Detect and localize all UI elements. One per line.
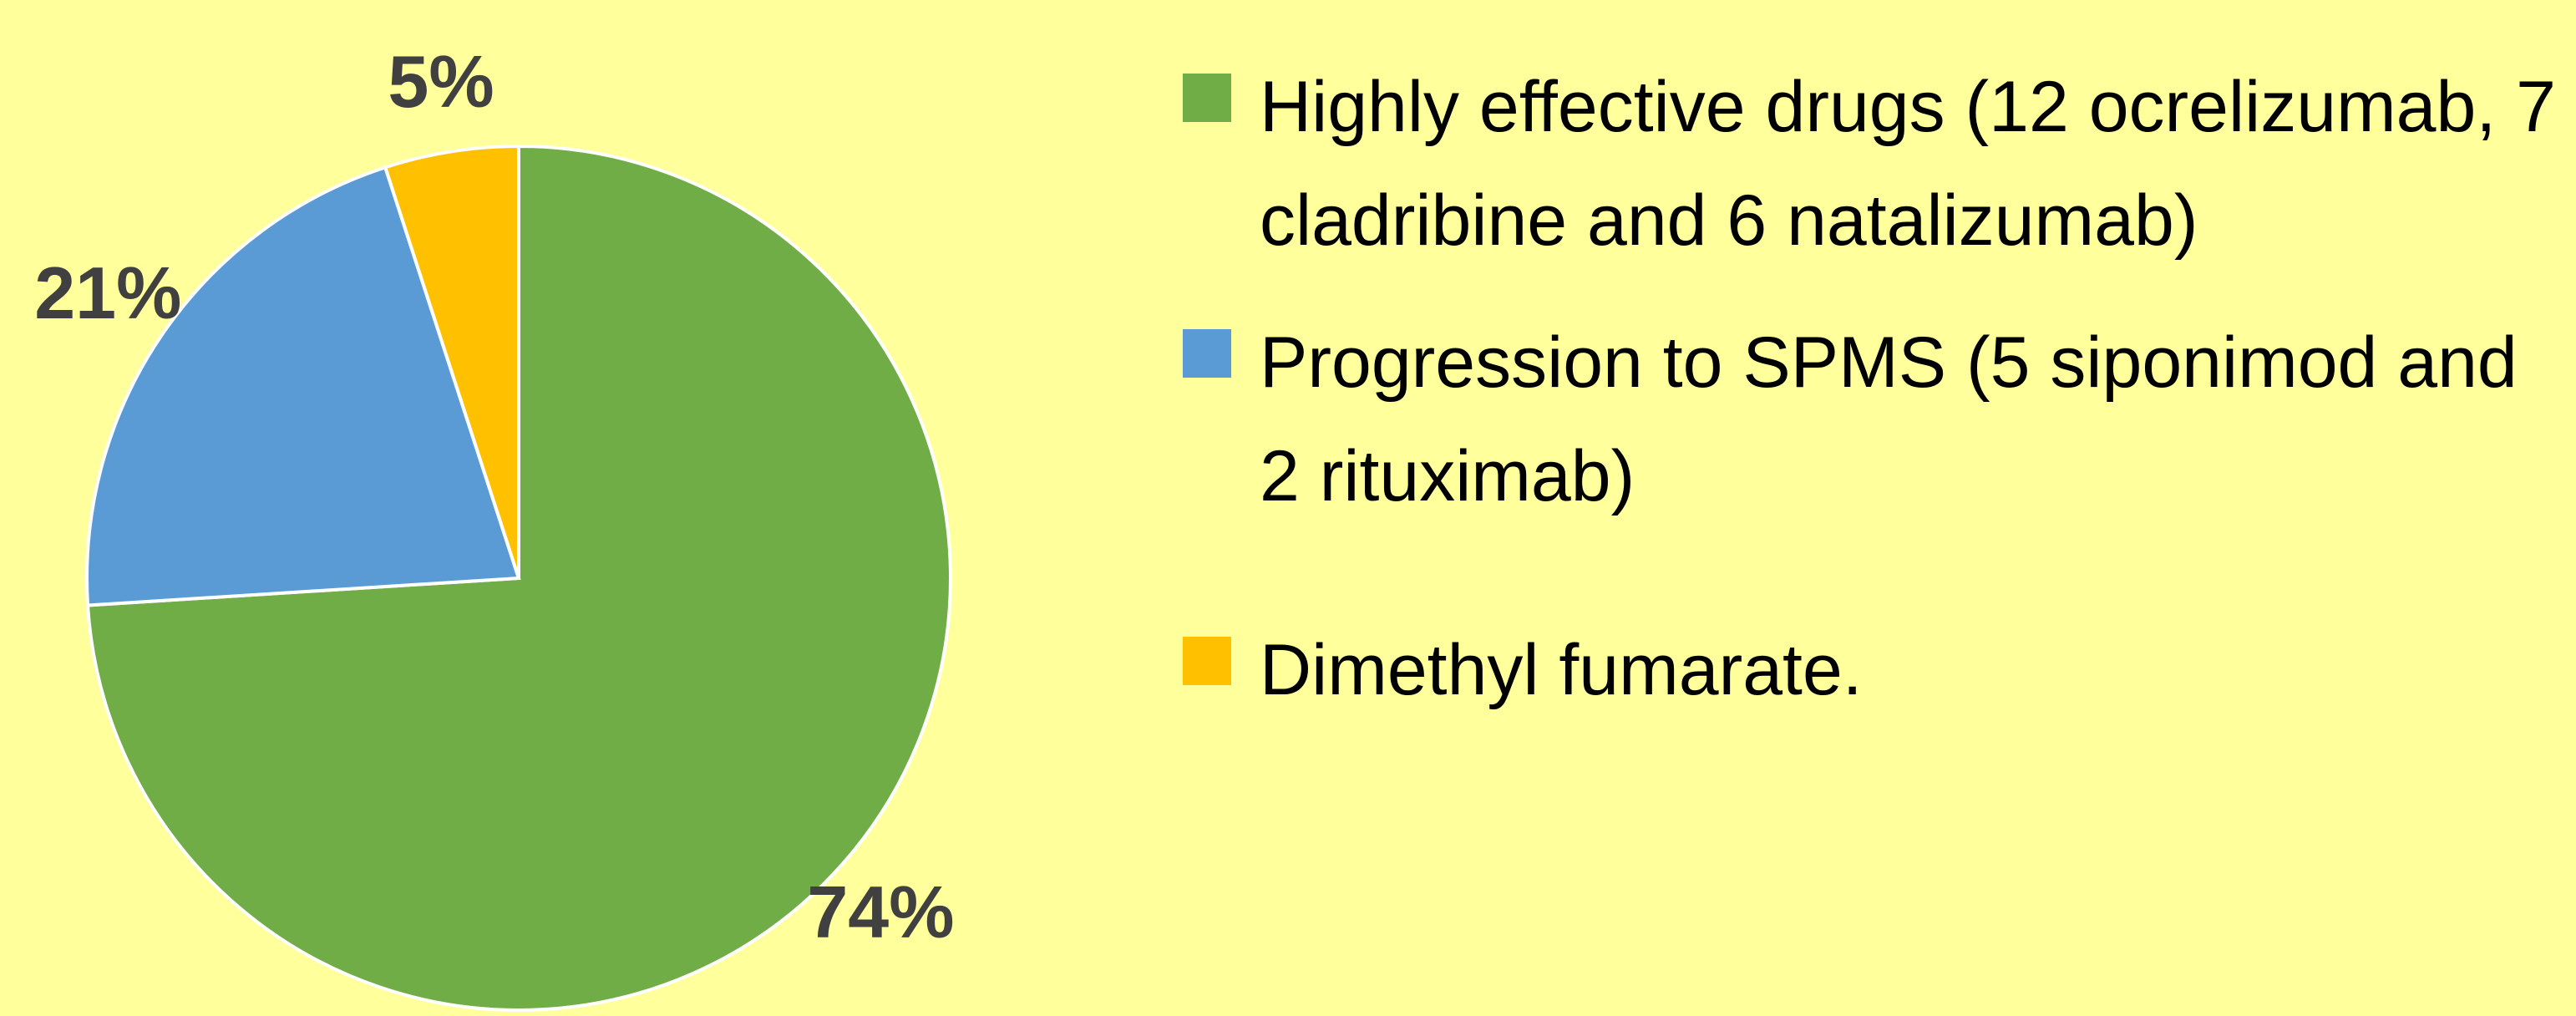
legend-swatch	[1183, 329, 1231, 378]
legend-item: Highly effective drugs (12 ocrelizumab, …	[1183, 50, 2569, 277]
data-label: 21%	[34, 251, 181, 334]
legend-label: Highly effective drugs (12 ocrelizumab, …	[1260, 67, 2556, 261]
legend-swatch	[1183, 74, 1231, 122]
data-label: 74%	[807, 871, 954, 953]
legend-item: Progression to SPMS (5 siponimod and 2 r…	[1183, 306, 2569, 533]
legend: Highly effective drugs (12 ocrelizumab, …	[1183, 50, 2569, 755]
data-label: 5%	[388, 40, 494, 123]
legend-label: Progression to SPMS (5 siponimod and 2 r…	[1260, 323, 2518, 516]
pie-slice	[85, 165, 521, 607]
pie-slice	[383, 144, 520, 579]
legend-swatch	[1183, 637, 1231, 685]
legend-label: Dimethyl fumarate.	[1260, 630, 1863, 710]
legend-item: Dimethyl fumarate.	[1183, 613, 2569, 727]
